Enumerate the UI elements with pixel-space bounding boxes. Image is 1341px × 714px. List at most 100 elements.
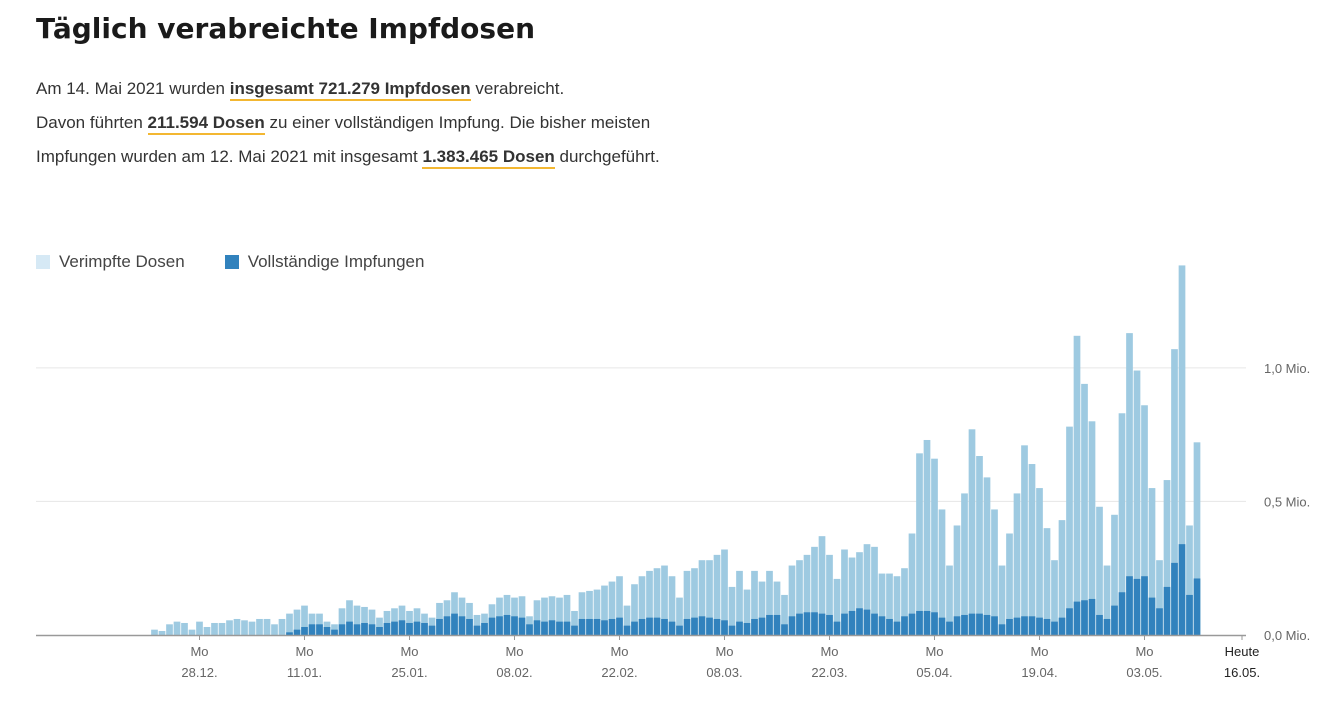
bar-total-doses [781,594,788,635]
bar-full-vaccination [871,613,878,635]
bar-full-vaccination [496,616,503,635]
bar-full-vaccination [961,614,968,635]
bar-total-doses [158,630,166,635]
bar-full-vaccination [1133,578,1141,635]
bar-full-vaccination [1051,621,1058,635]
bar-total-doses [563,594,571,635]
bar-full-vaccination [668,621,676,635]
x-tick-weekday: Mo [1135,644,1153,659]
bar-total-doses [188,629,196,635]
bar-full-vaccination [488,617,496,635]
bar-total-doses [856,552,863,635]
bar-full-vaccination [571,625,578,635]
bar-total-doses [683,570,691,635]
x-tick-date: 19.04. [1021,665,1057,680]
bar-full-vaccination [886,618,893,635]
bar-full-vaccination [616,617,623,635]
bar-total-doses [1118,413,1126,635]
y-tick-label: 0,5 Mio. [1264,494,1310,509]
bar-full-vaccination [1043,618,1051,635]
bar-total-doses [1156,560,1163,635]
bar-full-vaccination [638,618,646,635]
bar-total-doses [788,565,796,635]
x-tick-date: 08.02. [496,665,532,680]
legend-label-full: Vollständige Impfungen [247,252,425,271]
bar-total-doses [1103,565,1111,635]
bar-full-vaccination [338,624,346,635]
bar-full-vaccination [421,622,428,635]
x-tick-date: 11.01. [287,665,322,680]
bar-full-vaccination [1066,608,1073,635]
bar-full-vaccination [556,621,563,635]
bar-total-doses [901,568,908,635]
bar-full-vaccination [511,616,518,635]
bar-full-vaccination [1141,576,1148,635]
bar-total-doses [518,596,526,635]
bar-full-vaccination [878,616,886,635]
bar-full-vaccination [1186,594,1193,635]
bar-full-vaccination [398,620,406,635]
bar-full-vaccination [473,625,481,635]
x-tick-weekday: Mo [190,644,208,659]
bar-full-vaccination [1058,617,1066,635]
bar-full-vaccination [331,629,338,635]
bar-total-doses [1081,383,1088,635]
bar-full-vaccination [991,616,998,635]
x-tick-weekday: Mo [295,644,313,659]
bar-total-doses [1148,488,1156,635]
bar-total-doses [338,608,346,635]
bar-total-doses [773,581,781,635]
bar-total-doses [1021,445,1028,635]
bar-full-vaccination [1013,617,1021,635]
bar-total-doses [271,624,278,635]
bar-full-vaccination [1096,614,1103,635]
bar-full-vaccination [503,614,511,635]
bar-full-vaccination [968,613,976,635]
bar-full-vaccination [593,618,601,635]
y-tick-label: 1,0 Mio. [1264,361,1310,376]
bar-total-doses [961,493,968,635]
bar-total-doses [916,453,923,635]
bar-full-vaccination [766,614,773,635]
bar-total-doses [233,618,241,635]
x-tick-weekday: Mo [400,644,418,659]
bar-full-vaccination [1156,608,1163,635]
bar-total-doses [923,439,931,635]
bar-total-doses [998,565,1006,635]
bar-total-doses [353,605,361,635]
bar-total-doses [151,629,158,635]
bar-total-doses [346,600,353,635]
legend-item-full: Vollständige Impfungen [224,252,425,272]
bar-full-vaccination [736,621,743,635]
x-tick-weekday: Mo [505,644,523,659]
bar-full-vaccination [751,618,758,635]
bar-full-vaccination [953,616,961,635]
bar-total-doses [848,557,856,635]
bar-total-doses [533,600,541,635]
bar-total-doses [1178,265,1186,635]
bar-full-vaccination [803,612,811,635]
bar-total-doses [646,570,653,635]
bar-full-vaccination [713,618,721,635]
bar-total-doses [623,605,631,635]
bar-full-vaccination [841,613,848,635]
bar-full-vaccination [1028,616,1036,635]
bar-total-doses [241,620,248,635]
bar-full-vaccination [1081,600,1088,635]
bar-total-doses [713,554,721,635]
bar-total-doses [698,560,706,635]
bar-total-doses [691,568,698,635]
bar-full-vaccination [863,609,871,635]
bar-full-vaccination [893,621,901,635]
x-tick-weekday: Mo [925,644,943,659]
bar-full-vaccination [931,612,938,635]
bar-full-vaccination [758,617,766,635]
bar-full-vaccination [548,620,556,635]
bar-total-doses [751,570,758,635]
bar-total-doses [1141,405,1148,635]
bar-full-vaccination [923,610,931,635]
bar-full-vaccination [383,622,391,635]
legend-swatch-full [224,255,239,269]
bar-total-doses [743,589,751,635]
bar-full-vaccination [1103,618,1111,635]
